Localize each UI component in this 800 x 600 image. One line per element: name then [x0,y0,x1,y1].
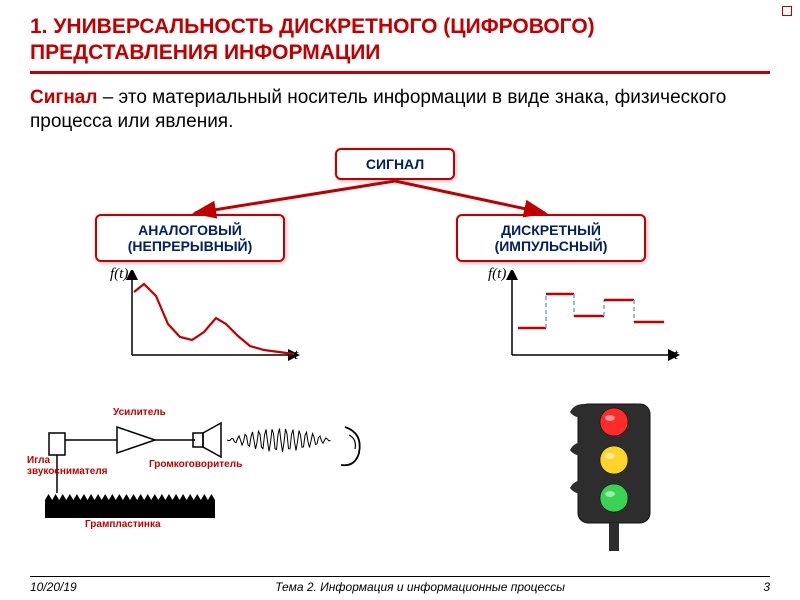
label-speaker: Громкоговоритель [149,459,242,470]
traffic-light [570,398,672,563]
label-record: Грампластинка [85,519,161,530]
definition-rest: – это материальный носитель информации в… [30,87,726,133]
label-needle: Игла звукоснимателя [27,455,108,477]
discrete-ylabel: f(t) [488,266,506,283]
analog-chart [120,270,300,365]
node-analog: АНАЛОГОВЫЙ (НЕПРЕРЫВНЫЙ) [95,214,285,262]
corner-decor [782,6,792,16]
label-needle-l1: Игла [27,455,50,466]
node-discrete-l2: (ИМПУЛЬСНЫЙ) [495,238,608,254]
node-analog-l2: (НЕПРЕРЫВНЫЙ) [128,238,253,254]
node-signal: СИГНАЛ [335,148,455,180]
footer: 10/20/19 Тема 2. Информация и информацио… [30,576,770,594]
definition-term: Сигнал [30,87,97,108]
slide-title: 1. УНИВЕРСАЛЬНОСТЬ ДИСКРЕТНОГО (ЦИФРОВОГ… [30,14,770,74]
footer-topic: Тема 2. Информация и информационные проц… [275,580,565,594]
node-discrete: ДИСКРЕТНЫЙ (ИМПУЛЬСНЫЙ) [456,214,646,262]
label-needle-l2: звукоснимателя [27,466,108,477]
node-analog-l1: АНАЛОГОВЫЙ [138,222,242,238]
definition-text: Сигнал – это материальный носитель инфор… [30,86,770,135]
label-amplifier: Усилитель [113,407,166,418]
analog-xlabel: t [294,347,298,364]
footer-page: 3 [763,580,770,594]
analog-ylabel: f(t) [110,266,128,283]
footer-date: 10/20/19 [30,580,77,594]
node-signal-label: СИГНАЛ [366,156,424,172]
node-discrete-l1: ДИСКРЕТНЫЙ [501,222,601,238]
discrete-chart [500,270,680,365]
discrete-xlabel: t [674,347,678,364]
